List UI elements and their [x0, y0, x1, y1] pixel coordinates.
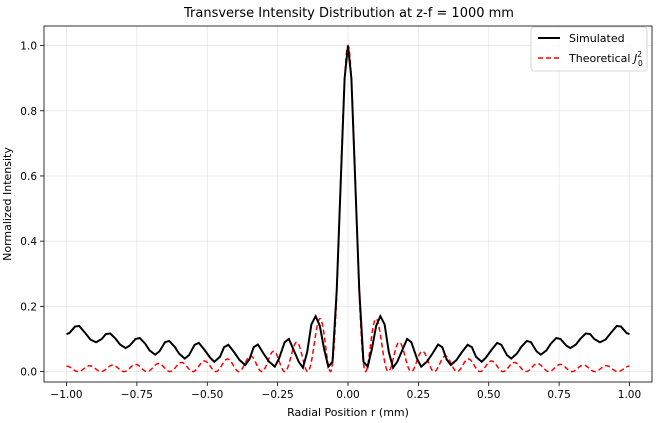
x-tick-label: −1.00 — [50, 389, 82, 401]
y-axis-ticks: 0.0 0.2 0.4 0.6 0.8 1.0 — [20, 41, 44, 379]
x-tick-label: −0.50 — [191, 389, 223, 401]
y-tick-label: 0.6 — [20, 171, 37, 183]
x-tick-label: −0.75 — [121, 389, 153, 401]
x-tick-label: 0.50 — [477, 389, 500, 401]
legend: Simulated Theoretical J2 0 — [530, 26, 648, 72]
simulated-line — [66, 45, 630, 370]
y-tick-label: 0.2 — [20, 301, 37, 313]
chart-title: Transverse Intensity Distribution at z-f… — [183, 6, 514, 21]
x-axis-ticks: −1.00 −0.75 −0.50 −0.25 0.00 0.25 0.50 0.75 1.00 — [50, 382, 641, 401]
grid-lines — [44, 26, 652, 382]
x-tick-label: 0.25 — [407, 389, 430, 401]
legend-simulated-label: Simulated — [569, 32, 625, 45]
legend-theoretical-sup: 2 — [637, 50, 642, 59]
x-axis-label: Radial Position r (mm) — [287, 406, 409, 419]
legend-theoretical-sub: 0 — [638, 59, 643, 68]
y-tick-label: 0.0 — [20, 367, 37, 379]
y-tick-label: 1.0 — [20, 41, 37, 53]
x-tick-label: 1.00 — [618, 389, 641, 401]
y-tick-label: 0.8 — [20, 106, 37, 118]
legend-theoretical-prefix: Theoretical — [568, 52, 634, 65]
x-tick-label: 0.00 — [336, 389, 359, 401]
series-layer — [66, 43, 630, 373]
x-tick-label: 0.75 — [547, 389, 570, 401]
y-tick-label: 0.4 — [20, 236, 37, 248]
legend-theoretical-math: J — [632, 52, 637, 65]
legend-theoretical-label: Theoretical J2 0 — [568, 50, 643, 68]
x-tick-label: −0.25 — [262, 389, 294, 401]
y-axis-label: Normalized Intensity — [1, 147, 14, 261]
